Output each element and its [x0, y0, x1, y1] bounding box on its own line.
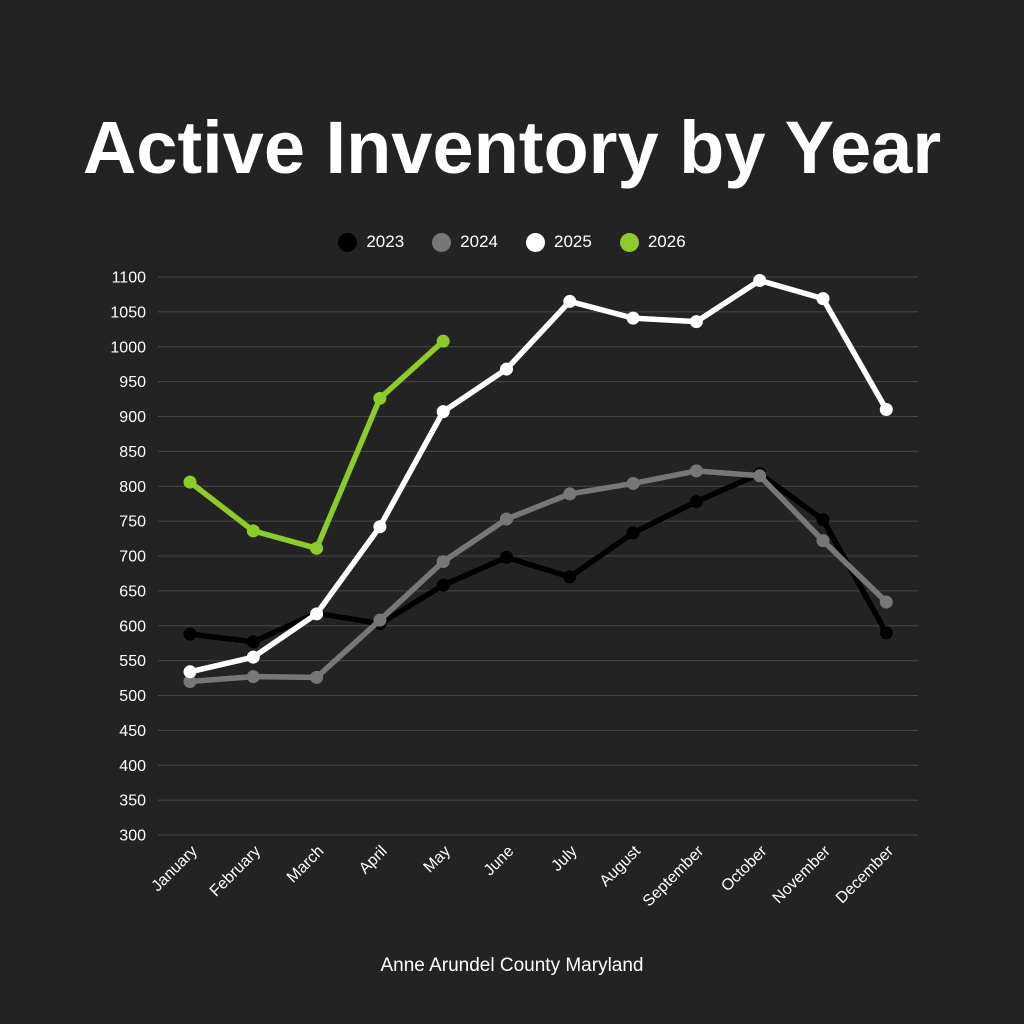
legend-item-2025: 2025	[526, 232, 592, 252]
data-point-2024	[500, 512, 513, 526]
x-tick-label: January	[149, 843, 201, 895]
data-point-2025	[816, 292, 830, 306]
data-point-2025	[310, 607, 324, 621]
data-point-2024	[816, 534, 830, 548]
data-point-2024	[373, 613, 387, 627]
x-tick-label: July	[548, 843, 580, 875]
x-tick-label: April	[356, 843, 391, 878]
chart-title: Active Inventory by Year	[82, 106, 942, 189]
x-tick-label: November	[770, 842, 835, 907]
y-tick-label: 800	[119, 479, 146, 496]
legend: 2023 2024 2025 2026	[0, 232, 1024, 252]
y-tick-label: 1050	[110, 304, 146, 321]
data-point-2023	[500, 550, 513, 564]
y-tick-label: 550	[119, 653, 146, 670]
data-point-2025	[689, 315, 703, 329]
x-tick-label: August	[597, 842, 645, 890]
legend-label: 2024	[460, 232, 498, 251]
data-point-2023	[183, 627, 197, 641]
data-point-2026	[373, 391, 387, 405]
legend-item-2026: 2026	[619, 232, 686, 252]
x-tick-label: December	[833, 842, 898, 907]
data-point-2023	[436, 578, 450, 592]
y-tick-label: 500	[119, 688, 146, 705]
data-point-2025	[753, 273, 767, 287]
data-point-2025	[373, 520, 387, 534]
y-tick-label: 1100	[112, 270, 147, 287]
chart-subtitle: Anne Arundel County Maryland	[380, 955, 644, 976]
data-point-2024	[753, 469, 767, 483]
x-tick-label: February	[207, 843, 264, 900]
y-tick-label: 750	[119, 514, 146, 531]
legend-marker	[338, 232, 358, 252]
y-tick-label: 600	[119, 618, 146, 635]
data-point-2026	[436, 334, 450, 348]
legend-label: 2023	[366, 232, 405, 251]
series-line-2024	[187, 468, 890, 685]
y-tick-label: 300	[119, 828, 146, 845]
x-tick-label: May	[421, 843, 454, 876]
data-point-2024	[436, 555, 450, 569]
data-point-2026	[246, 524, 260, 538]
legend-marker	[432, 232, 452, 252]
data-point-2026	[183, 475, 197, 489]
data-point-2024	[879, 595, 893, 609]
series-line-2026	[187, 338, 446, 552]
data-point-2026	[310, 541, 324, 555]
data-point-2025	[183, 665, 197, 679]
legend-item-2023: 2023	[338, 232, 404, 252]
legend-label: 2025	[554, 232, 592, 251]
data-point-2025	[626, 311, 640, 325]
legend-marker	[619, 232, 639, 252]
data-point-2023	[246, 635, 260, 649]
data-point-2023	[879, 626, 893, 640]
y-tick-label: 950	[119, 374, 146, 391]
legend-marker	[526, 232, 545, 252]
data-point-2024	[626, 476, 640, 490]
data-point-2025	[246, 650, 260, 664]
y-tick-label: 650	[119, 583, 146, 600]
y-tick-label: 450	[119, 723, 146, 740]
data-point-2025	[879, 403, 893, 417]
x-tick-label: June	[481, 843, 518, 880]
data-point-2024	[183, 675, 197, 689]
y-tick-label: 850	[119, 444, 146, 461]
legend-label: 2026	[647, 232, 686, 251]
y-tick-label: 700	[119, 549, 146, 566]
data-point-2023	[563, 570, 577, 584]
data-point-2025	[500, 362, 513, 376]
x-tick-label: March	[284, 843, 327, 886]
data-point-2024	[246, 670, 260, 684]
y-tick-label: 350	[119, 793, 146, 810]
data-point-2023	[816, 513, 830, 527]
data-point-2023	[626, 526, 640, 540]
data-point-2024	[310, 670, 324, 684]
data-point-2024	[563, 487, 577, 501]
y-tick-label: 400	[119, 758, 146, 775]
x-tick-label: October	[718, 842, 771, 895]
data-point-2025	[563, 294, 577, 308]
data-point-2025	[436, 405, 450, 419]
data-point-2024	[689, 464, 703, 478]
y-tick-label: 1000	[110, 339, 146, 356]
x-tick-label: September	[640, 842, 708, 910]
data-point-2023	[689, 495, 703, 509]
legend-item-2024: 2024	[432, 232, 498, 252]
y-tick-label: 900	[119, 409, 146, 426]
series-line-2025	[187, 277, 890, 675]
